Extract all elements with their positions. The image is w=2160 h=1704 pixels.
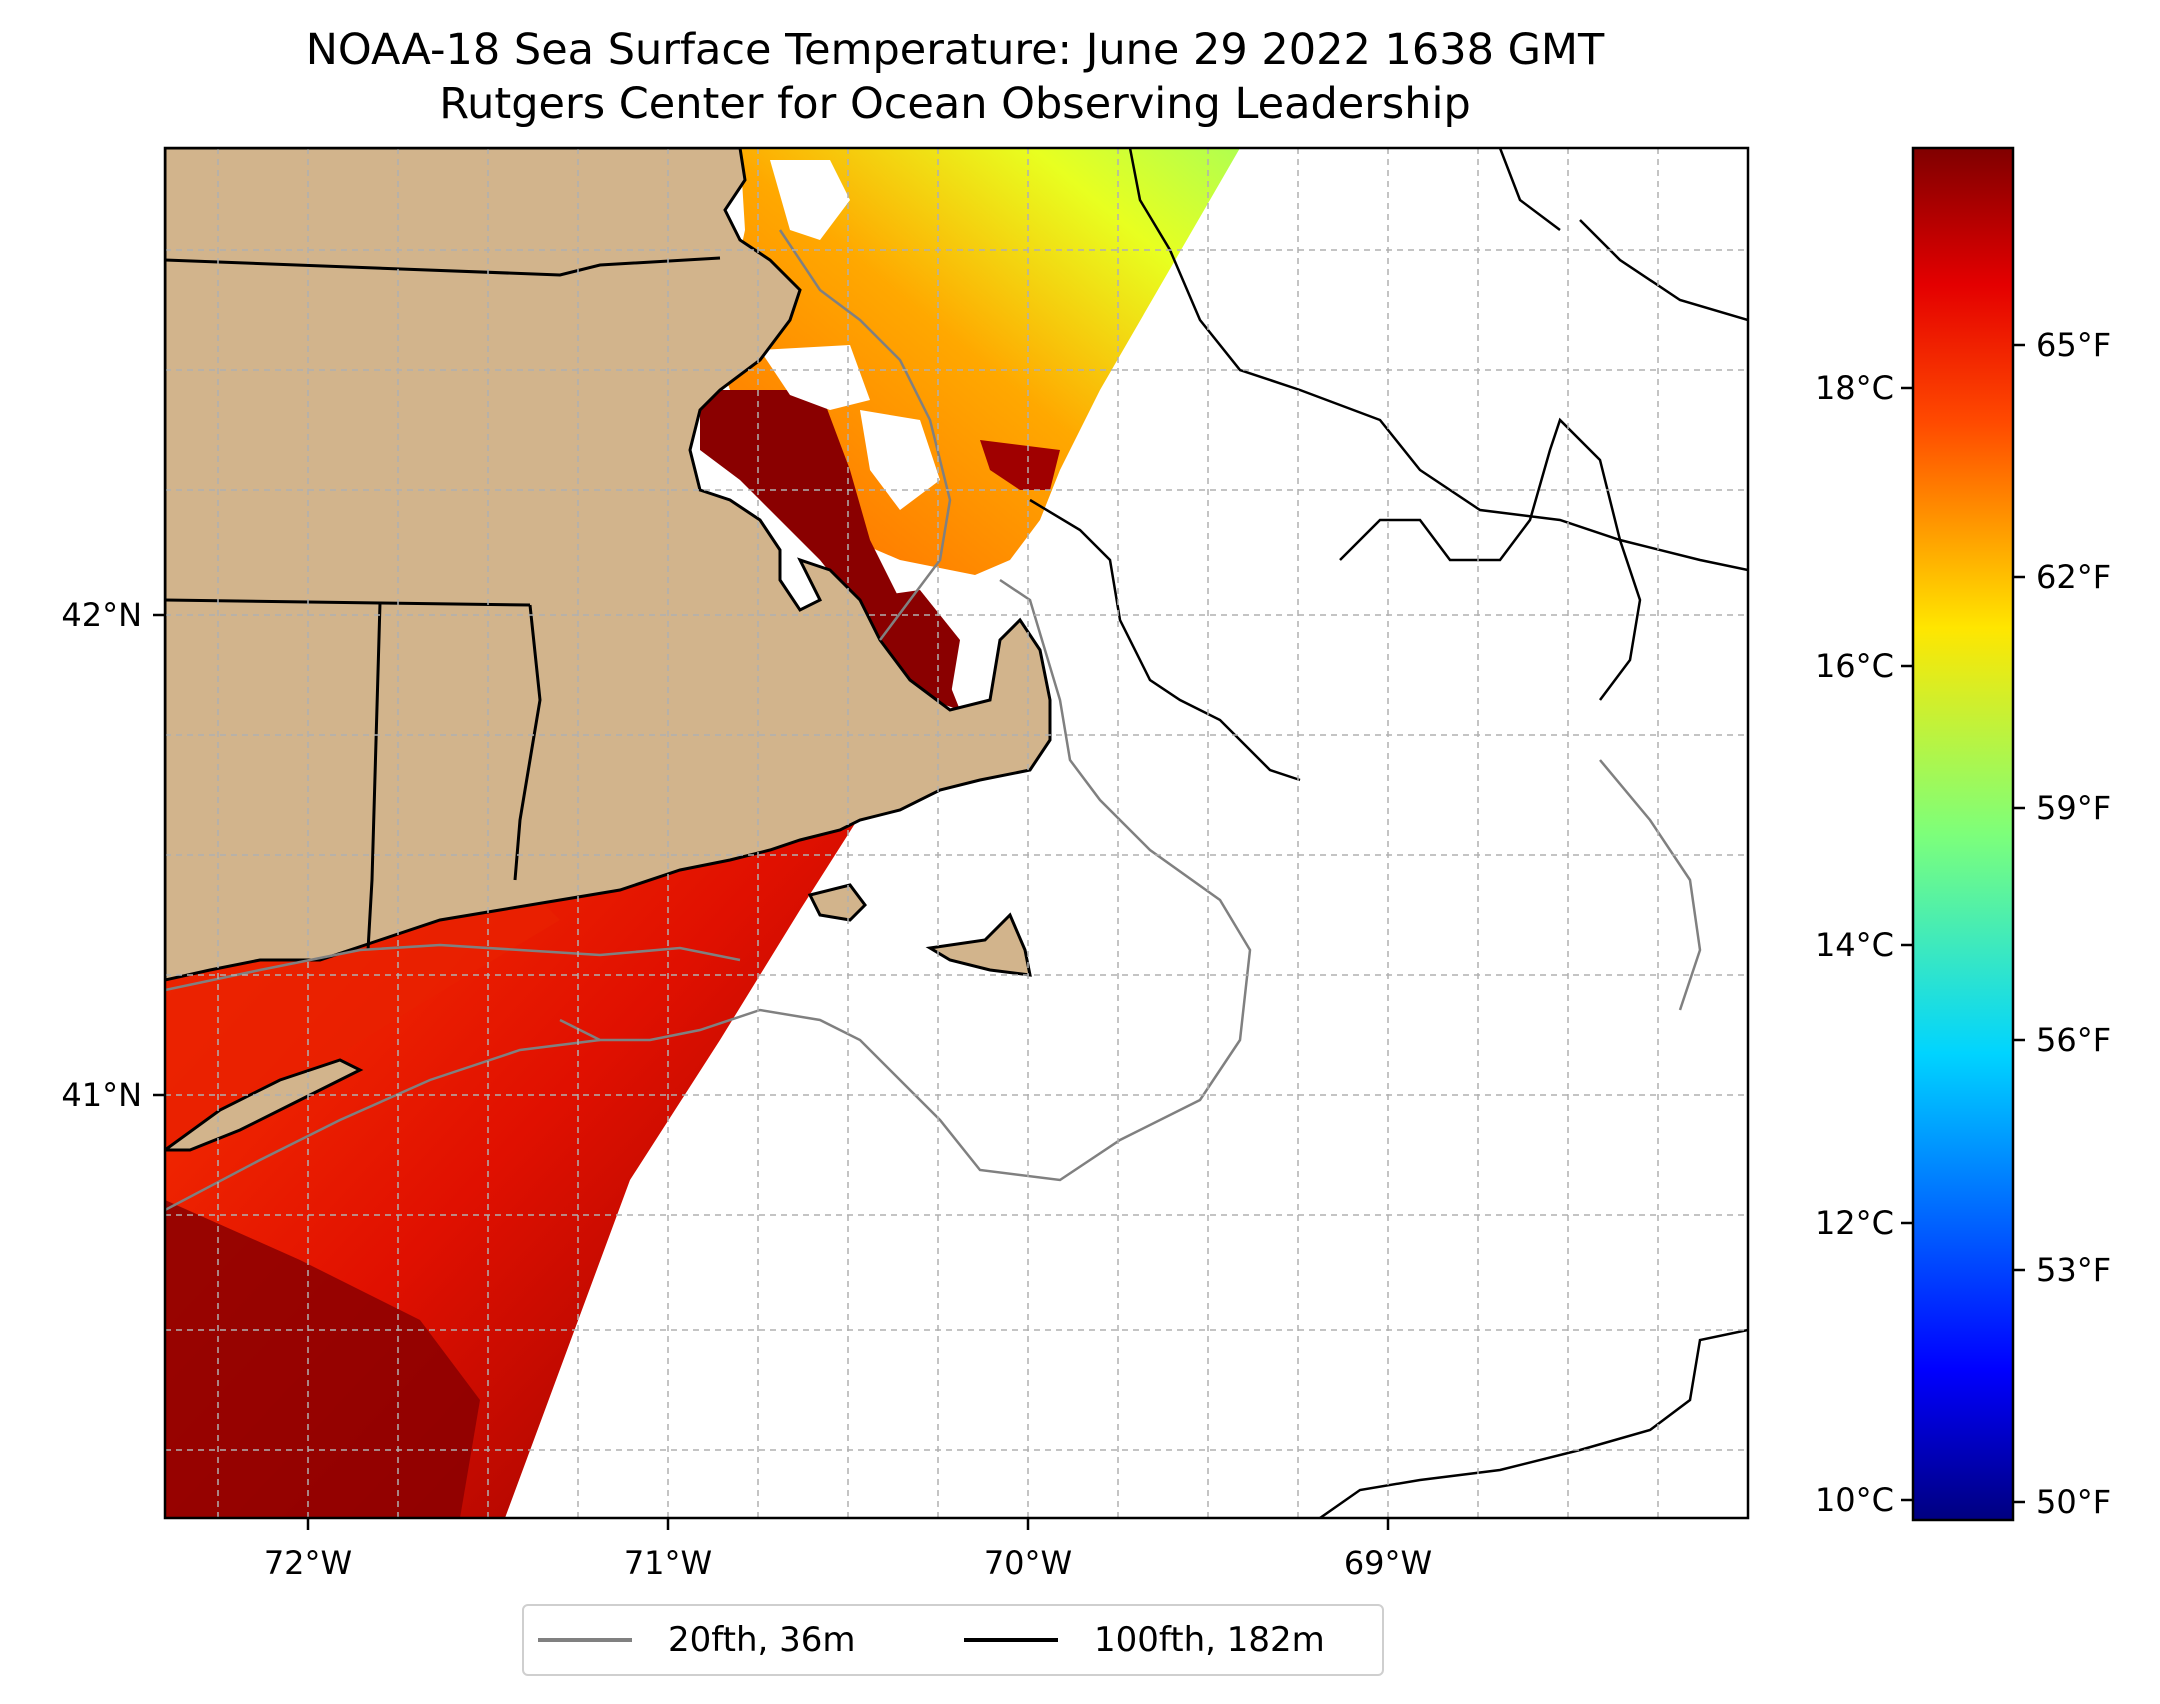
axis-ticks (153, 613, 1390, 1530)
legend-label: 20fth, 36m (668, 1620, 856, 1660)
y-tick-label: 41°N (61, 1076, 142, 1114)
legend: 20fth, 36m 100fth, 182m (522, 1604, 1384, 1676)
colorbar-celsius-label: 10°C (1814, 1481, 1894, 1519)
land-long-island (165, 1058, 364, 1152)
x-tick-label: 71°W (623, 1544, 713, 1582)
legend-swatch-gray (538, 1638, 632, 1642)
legend-item-20fth: 20fth, 36m (538, 1620, 856, 1660)
colorbar (1911, 146, 2015, 1522)
x-tick-label: 69°W (1343, 1544, 1433, 1582)
gridlines (165, 148, 1748, 1518)
colorbar-fahrenheit-label: 53°F (2036, 1251, 2112, 1289)
sst-warm-north-edge (980, 440, 1060, 490)
land-new-england (165, 148, 1052, 982)
legend-label: 100fth, 182m (1094, 1620, 1325, 1660)
colorbar-celsius-label: 12°C (1814, 1204, 1894, 1242)
colorbar-celsius-label: 18°C (1814, 369, 1894, 407)
x-tick-label: 72°W (263, 1544, 353, 1582)
sst-cloud-gap-cape (860, 410, 940, 510)
x-tick-label: 70°W (983, 1544, 1073, 1582)
contour-20fth (165, 229, 1702, 1212)
legend-swatch-black (964, 1638, 1058, 1642)
colorbar-fahrenheit-label: 50°F (2036, 1483, 2112, 1521)
sst-warm-core-south (165, 1200, 480, 1518)
legend-item-100fth: 100fth, 182m (964, 1620, 1325, 1660)
colorbar-celsius-label: 16°C (1814, 647, 1894, 685)
colorbar-celsius-label: 14°C (1814, 926, 1894, 964)
map-frame (163, 146, 1750, 1520)
chart-subtitle: Rutgers Center for Ocean Observing Leade… (439, 79, 1471, 129)
chart-title: NOAA-18 Sea Surface Temperature: June 29… (305, 25, 1605, 75)
state-borders (165, 256, 721, 951)
sst-cloud-gap-north (770, 160, 850, 240)
sst-cloud-gap-massbay (760, 345, 870, 410)
colorbar-fahrenheit-label: 62°F (2036, 558, 2112, 596)
y-tick-label: 42°N (61, 596, 142, 634)
colorbar-ticks (1901, 343, 2025, 1504)
colorbar-fahrenheit-label: 65°F (2036, 326, 2112, 364)
land-marthas-vineyard (807, 883, 867, 922)
colorbar-fahrenheit-label: 56°F (2036, 1021, 2112, 1059)
sst-swath-north (720, 148, 1240, 575)
colorbar-fahrenheit-label: 59°F (2036, 789, 2112, 827)
